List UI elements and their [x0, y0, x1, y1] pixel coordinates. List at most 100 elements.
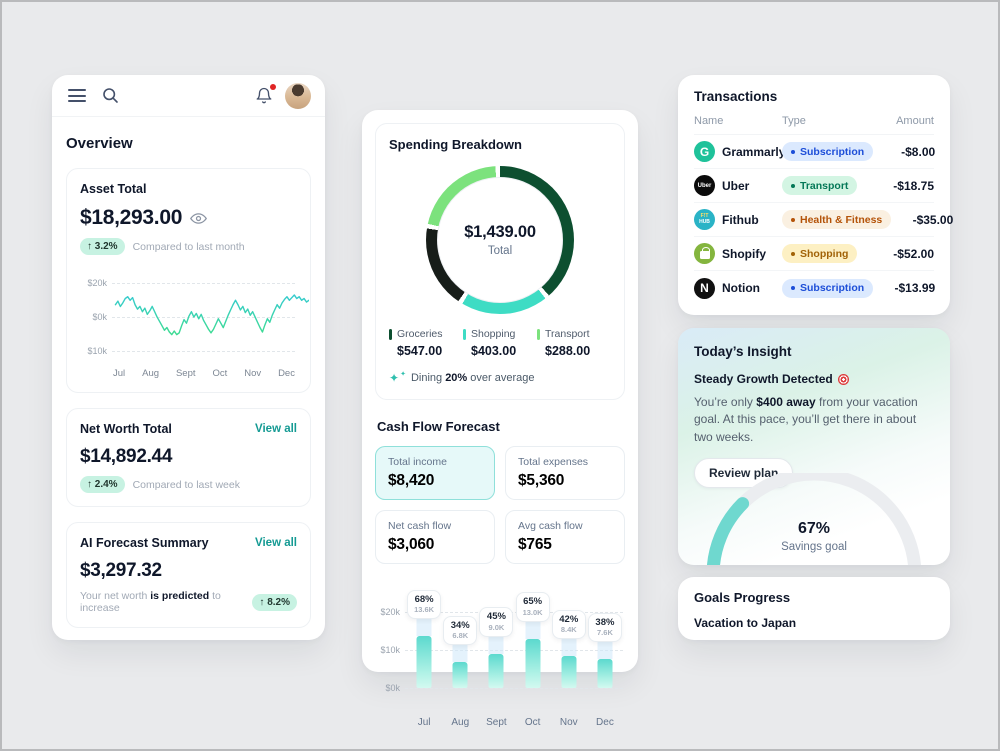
legend-value: $403.00: [471, 344, 517, 358]
asset-change-badge: ↑ 3.2%: [80, 238, 125, 255]
stat-value: $5,360: [518, 472, 565, 489]
cashflow-stats: Total income $8,420 Total expenses $5,36…: [375, 446, 625, 564]
donut-total-amount: $1,439.00: [464, 223, 536, 241]
y-tick-label: $10k: [380, 645, 400, 655]
cashflow-stat-box[interactable]: Total expenses $5,360: [505, 446, 625, 500]
gridline: [112, 283, 295, 284]
legend-item: Shopping $403.00: [463, 328, 537, 358]
transaction-amount: -$13.99: [894, 281, 936, 295]
line-chart-x-axis: Jul Aug Sept Oct Nov Dec: [113, 368, 295, 379]
spending-title: Spending Breakdown: [389, 137, 522, 152]
page-title: Overview: [66, 135, 133, 152]
merchant-logo-icon: Uber: [694, 175, 715, 196]
x-tick-label: Sept: [175, 368, 196, 379]
gridline: [405, 650, 623, 651]
badge-dot: [791, 183, 795, 188]
cashflow-stat-box[interactable]: Net cash flow $3,060: [375, 510, 495, 564]
transactions-title: Transactions: [694, 89, 778, 104]
bar-value-label: 8.4K: [560, 625, 577, 635]
search-icon: [103, 88, 118, 103]
bar-column: 42% 8.4K: [551, 580, 587, 688]
stat-value: $765: [518, 536, 552, 553]
column-name: Name: [694, 115, 724, 127]
transaction-row[interactable]: N Notion Subscription -$13.99: [694, 271, 936, 305]
asset-total-amount: $18,293.00: [80, 206, 183, 229]
dining-insight-note: ✦ ✦ Dining 20% over average: [389, 370, 535, 385]
stat-label: Total income: [388, 456, 447, 468]
goals-title: Goals Progress: [694, 590, 791, 605]
gauge-text: 67% Savings goal: [699, 520, 929, 553]
ai-forecast-view-all-link[interactable]: View all: [255, 537, 297, 549]
menu-button[interactable]: [66, 87, 88, 104]
transactions-list: G Grammarly Subscription -$8.00 Uber Ube…: [694, 135, 953, 305]
legend-name: Shopping: [471, 328, 516, 340]
merchant-name: Notion: [722, 281, 760, 295]
bar-value-segment: [561, 656, 577, 688]
bar-percent-label: 68%: [414, 593, 434, 605]
merchant-logo-icon: G: [694, 141, 715, 162]
gauge-percent: 67%: [797, 520, 831, 537]
stat-label: Net cash flow: [388, 520, 452, 532]
target-icon: [837, 373, 849, 385]
badge-dot: [791, 217, 795, 222]
bar-label-badge: 65% 13.0K: [515, 592, 550, 622]
cashflow-stat-box[interactable]: Total income $8,420: [375, 446, 495, 500]
merchant-name: Shopify: [722, 246, 766, 261]
gridline: [112, 351, 295, 352]
x-tick-label: Dec: [278, 368, 295, 379]
merchant-logo-icon: F!T HUB: [694, 209, 715, 230]
hamburger-icon: [68, 89, 86, 102]
gridline: [112, 317, 295, 318]
badge-dot: [791, 286, 795, 290]
bar-column: 68% 13.6K: [406, 580, 442, 688]
net-worth-change-badge: ↑ 2.4%: [80, 476, 125, 493]
search-button[interactable]: [100, 85, 121, 106]
x-tick-label: Jul: [113, 368, 126, 379]
transaction-row[interactable]: Shopify Shopping -$52.00: [694, 237, 934, 271]
bar-column: 45% 9.0K: [478, 580, 514, 688]
x-tick-label: Jul: [417, 717, 431, 728]
donut-total-label: Total: [487, 245, 513, 257]
bar-value-label: 7.6K: [597, 628, 613, 638]
x-tick-label: Sept: [486, 717, 507, 728]
stat-label: Avg cash flow: [518, 520, 583, 532]
legend-item: Groceries $547.00: [389, 328, 463, 358]
x-tick-label: Dec: [596, 717, 614, 728]
x-tick-label: Nov: [559, 717, 578, 728]
bar-chart-x-axis: Jul Aug Sept Oct Nov Dec: [406, 717, 623, 728]
legend-swatch: [537, 328, 540, 340]
donut-center: $1,439.00 Total: [437, 177, 563, 303]
overview-content: Overview Asset Total $18,293.00 ↑ 3.2% C…: [52, 117, 325, 640]
stat-value: $8,420: [388, 472, 435, 489]
cashflow-stat-box[interactable]: Avg cash flow $765: [505, 510, 625, 564]
badge-dot: [791, 251, 795, 256]
x-tick-label: Oct: [524, 717, 541, 728]
goals-card: Goals Progress Vacation to Japan: [678, 577, 950, 640]
asset-total-card: Asset Total $18,293.00 ↑ 3.2% Compared t…: [66, 168, 311, 393]
bar-value-label: 6.8K: [452, 631, 469, 641]
transaction-row[interactable]: Uber Uber Transport -$18.75: [694, 169, 934, 203]
legend-swatch: [389, 328, 392, 340]
bar-value-label: 9.0K: [488, 622, 505, 632]
y-tick-label: $0k: [385, 683, 400, 693]
merchant-name: Fithub: [722, 212, 759, 227]
line-chart-plot: [114, 294, 309, 336]
legend-value: $547.00: [397, 344, 443, 358]
net-worth-amount: $14,892.44: [80, 446, 173, 467]
transaction-amount: -$8.00: [901, 144, 936, 159]
gridline: [405, 688, 623, 689]
column-type: Type: [782, 115, 806, 127]
visibility-eye-icon[interactable]: [190, 212, 208, 225]
avatar[interactable]: [285, 82, 311, 109]
notifications-button[interactable]: [253, 83, 276, 107]
y-tick-label: $20k: [380, 607, 400, 617]
bar-percent-label: 65%: [523, 596, 543, 608]
legend-name: Groceries: [397, 328, 443, 340]
legend-name: Transport: [545, 328, 590, 340]
review-plan-button[interactable]: Review plan: [694, 458, 794, 489]
net-worth-view-all-link[interactable]: View all: [255, 423, 297, 435]
transaction-row[interactable]: F!T HUB Fithub Health & Fitness -$35.00: [694, 203, 953, 237]
transaction-type-badge: Subscription: [782, 142, 874, 161]
transaction-row[interactable]: G Grammarly Subscription -$8.00: [694, 135, 936, 169]
ai-forecast-note: Your net worth is predicted to increase …: [80, 590, 297, 614]
